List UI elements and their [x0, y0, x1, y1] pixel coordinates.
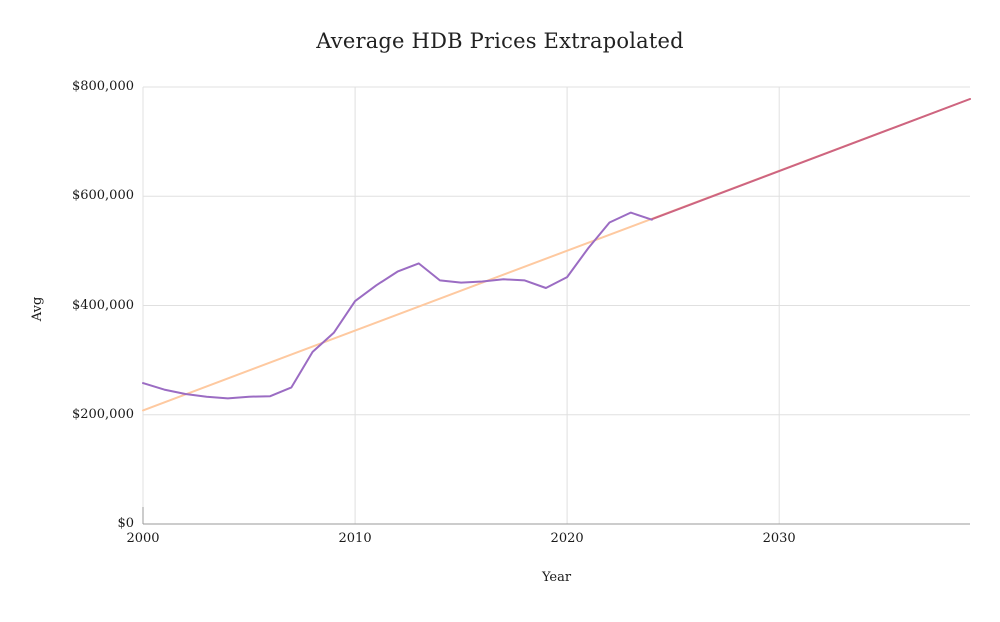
- series-line-actual: [142, 211, 653, 400]
- x-tick-label-2010: 2010: [338, 531, 372, 546]
- y-tick-label-600000: $600,000: [71, 188, 134, 204]
- y-tick-label-800000: $800,000: [71, 79, 134, 94]
- y-tick-label-0: $0: [117, 516, 134, 531]
- chart-title: Average HDB Prices Extrapolated: [316, 29, 684, 53]
- series-line-extrapolated: [650, 98, 971, 221]
- x-tick-label-2030: 2030: [762, 531, 796, 546]
- x-tick-label-2000: 2000: [126, 531, 160, 546]
- y-tick-label-400000: $400,000: [71, 297, 134, 313]
- x-tick-label-2020: 2020: [550, 531, 584, 546]
- y-tick-label-200000: $200,000: [71, 406, 134, 422]
- x-axis-title: Year: [541, 570, 572, 585]
